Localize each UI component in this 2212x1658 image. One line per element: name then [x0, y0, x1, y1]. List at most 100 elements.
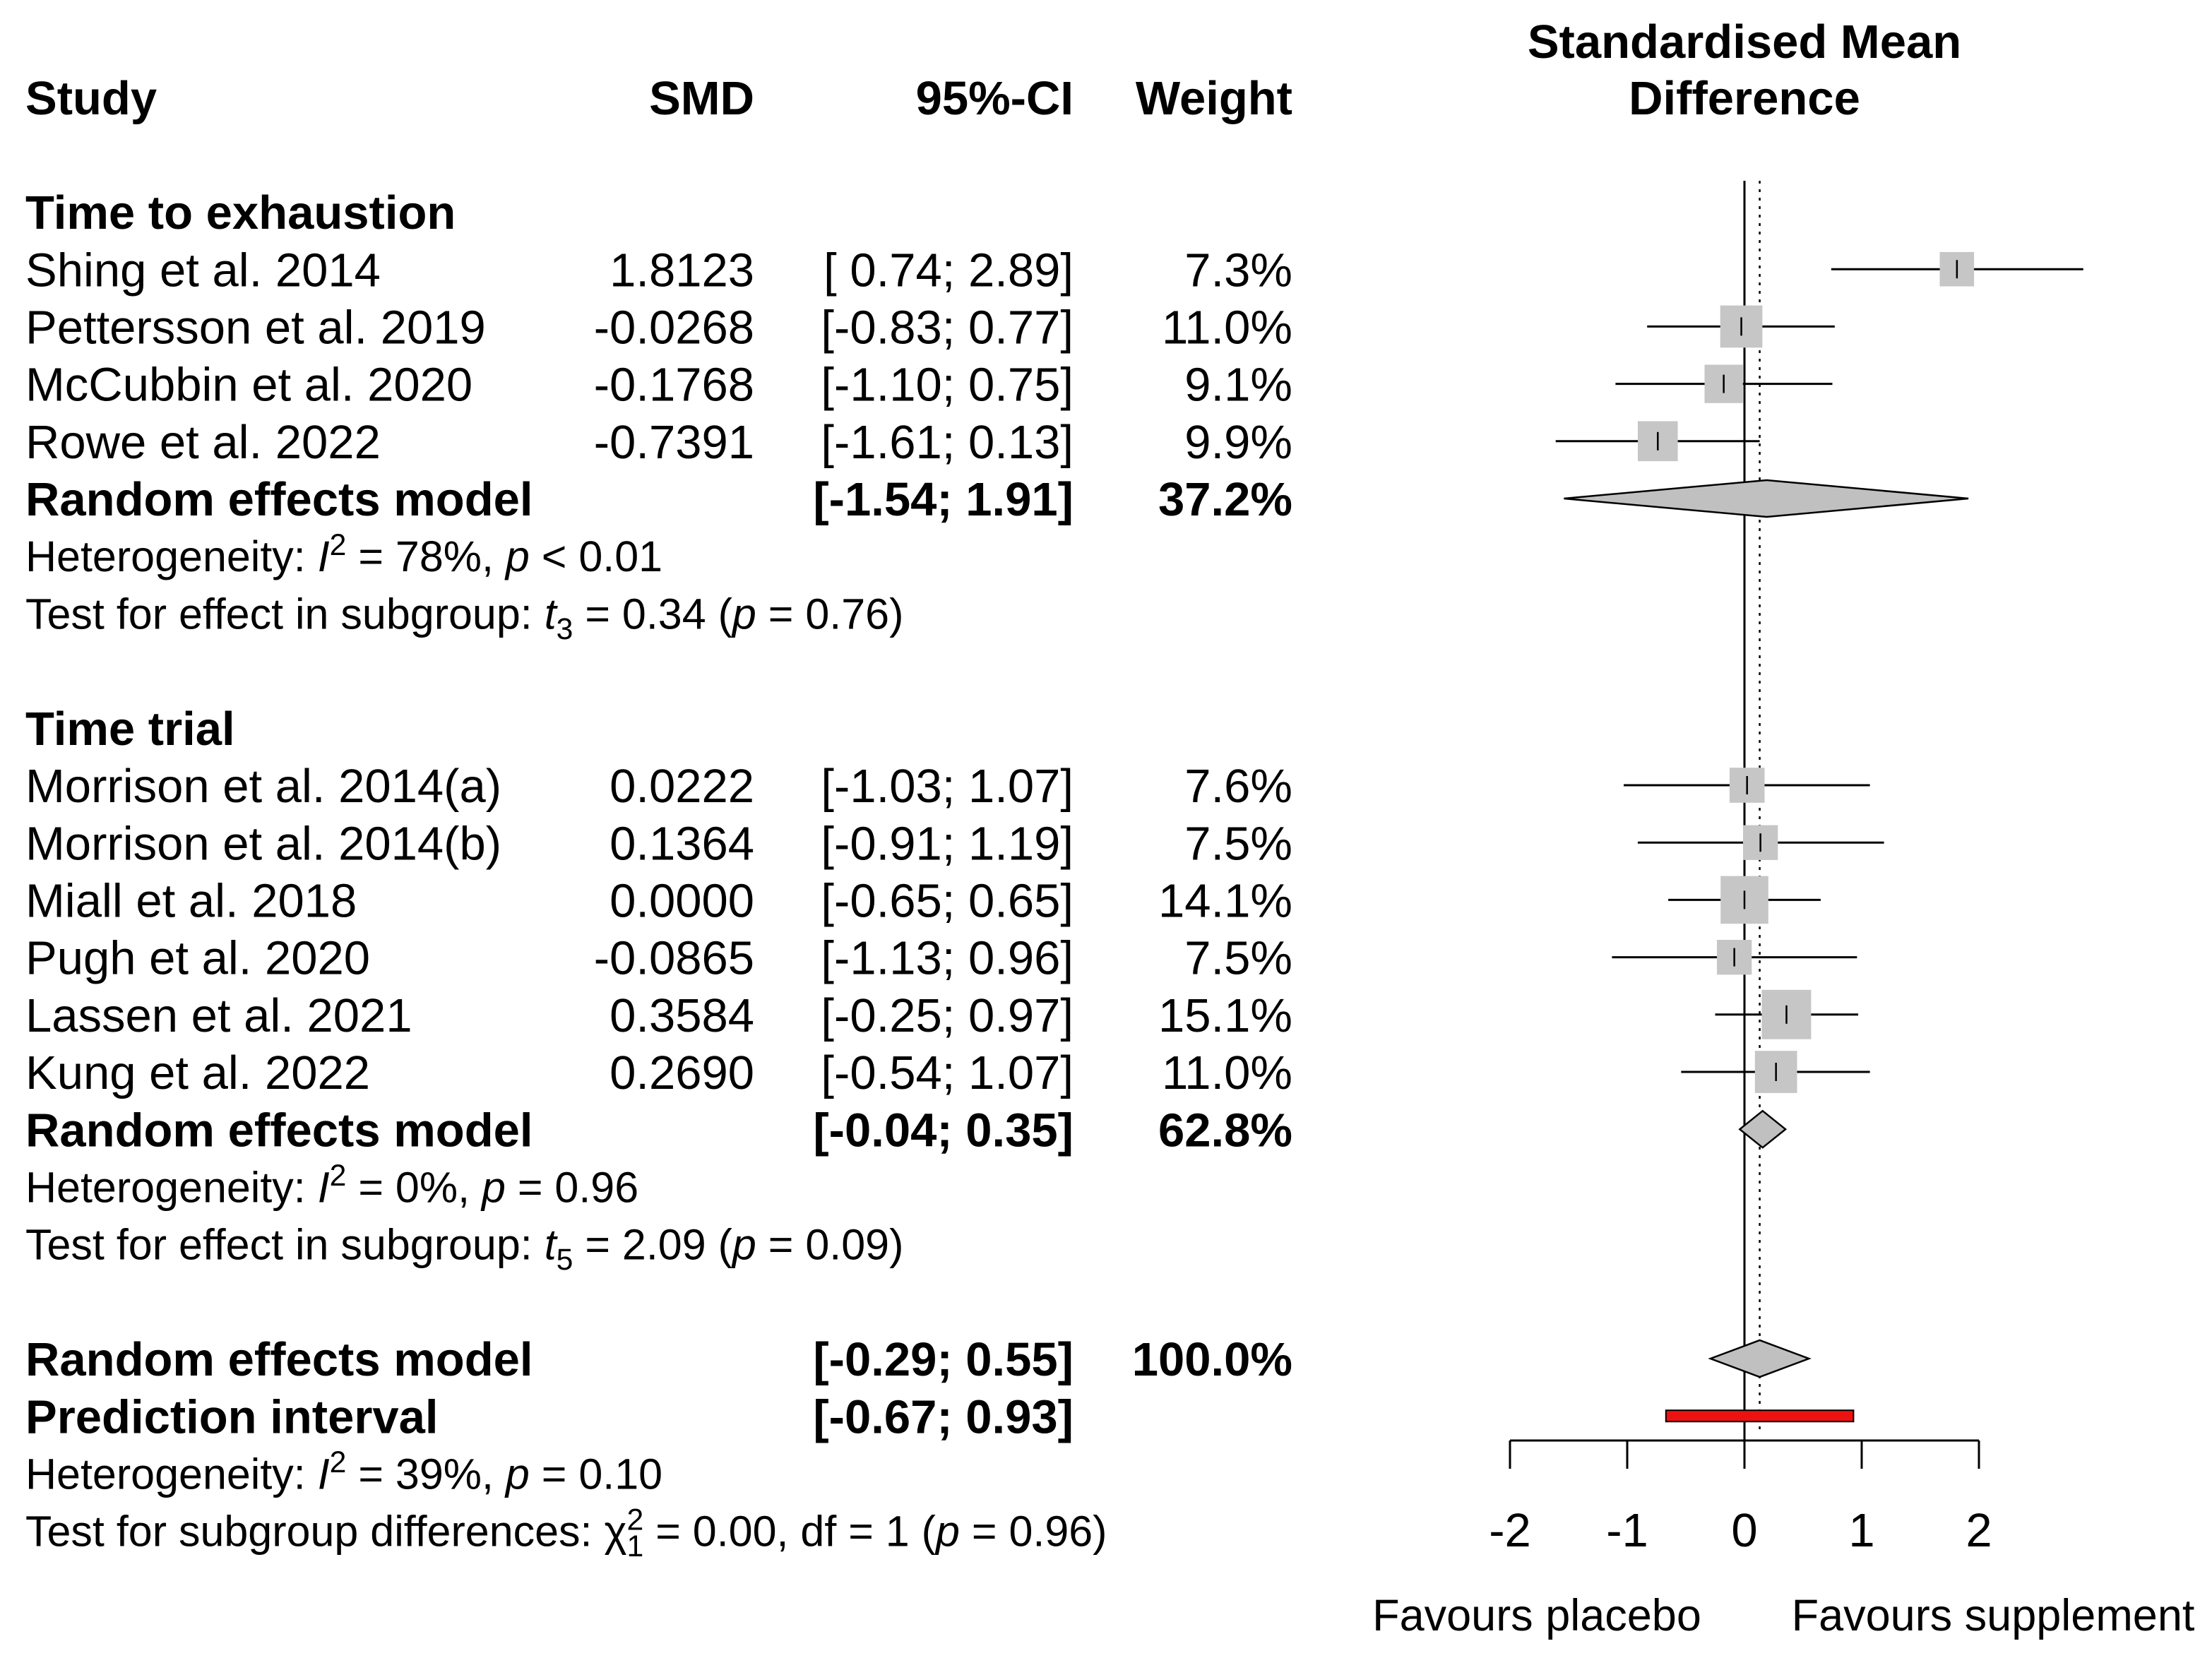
study-row: Rowe et al. 2022 -0.7391 [-1.61; 0.13] 9.9%	[25, 416, 1760, 469]
heterogeneity-text-segment: Heterogeneity:	[25, 1163, 318, 1211]
overall-effect-diamond	[1708, 1339, 1812, 1378]
heterogeneity-text: Heterogeneity: I2 = 0%, p = 0.96	[25, 1159, 638, 1211]
subgroup-effect-test-text-segment: p	[731, 1221, 756, 1269]
smd-value: 0.1364	[610, 817, 754, 870]
column-headers: Study SMD 95%-CI Weight Standardised Mea…	[25, 16, 1961, 125]
subgroup-title: Time trial	[25, 703, 235, 756]
subgroup-effect-test-text-segment: = 2.09 (	[573, 1221, 732, 1269]
ci-value: [-0.83; 0.77]	[821, 302, 1074, 354]
ci-value: [-1.10; 0.75]	[821, 359, 1074, 412]
subgroup-model-row: Random effects model [-1.54; 1.91] 37.2%	[25, 473, 1969, 526]
heterogeneity-text-segment: 2	[330, 1159, 347, 1193]
overall-heterogeneity-text-segment: = 0.10	[530, 1450, 662, 1498]
heterogeneity-text-segment: 2	[330, 528, 347, 562]
subgroup-differences-test-text-segment: χ	[604, 1508, 626, 1556]
subgroup-effect-test-text: Test for effect in subgroup: t3 = 0.34 (…	[25, 590, 903, 646]
study-row: Miall et al. 2018 0.0000 [-0.65; 0.65] 14.1…	[25, 875, 1821, 928]
study-name: Shing et al. 2014	[25, 244, 381, 297]
smd-value: -0.0268	[594, 302, 754, 354]
heterogeneity-text-segment: = 0.96	[506, 1163, 638, 1211]
study-name: Morrison et al. 2014(b)	[25, 817, 501, 870]
subgroup-effect-test-text-segment: Test for effect in subgroup:	[25, 1221, 545, 1269]
smd-value: -0.1768	[594, 359, 754, 412]
x-axis-tick-label: 1	[1848, 1504, 1874, 1557]
subgroup-differences-test-text-segment: p	[934, 1508, 960, 1556]
smd-value: 0.0000	[610, 875, 754, 928]
subgroup-differences-test-text-segment: = 0.00, df = 1 (	[643, 1508, 936, 1556]
subgroup-effect-test-text-segment: = 0.34 (	[573, 590, 732, 638]
ci-value: [-0.65; 0.65]	[821, 875, 1074, 928]
reference-lines-and-axis: -2 -1 0 1 2	[1489, 181, 1992, 1557]
weight-value: 11.0%	[1162, 1046, 1292, 1099]
subgroup-differences-test-text-segment: 2	[626, 1503, 643, 1537]
model-weight: 37.2%	[1158, 473, 1292, 526]
smd-value: 0.2690	[610, 1046, 754, 1099]
prediction-interval-ci: [-0.67; 0.93]	[813, 1390, 1074, 1443]
column-header-study: Study	[25, 72, 157, 125]
model-label: Random effects model	[25, 473, 533, 526]
study-row: Lassen et al. 2021 0.3584 [-0.25; 0.97] 15.…	[25, 989, 1859, 1042]
column-header-ci: 95%-CI	[916, 72, 1074, 125]
overall-model-weight: 100.0%	[1132, 1333, 1292, 1386]
study-row: Morrison et al. 2014(b) 0.1364 [-0.91; 1.1…	[25, 817, 1884, 870]
x-axis-tick-label: -2	[1489, 1504, 1531, 1557]
weight-value: 7.3%	[1184, 244, 1292, 297]
ci-value: [-0.91; 1.19]	[821, 817, 1074, 870]
subgroup-effect-test-text-segment: = 0.76)	[756, 590, 904, 638]
subgroup-effect-test-text: Test for effect in subgroup: t5 = 2.09 (…	[25, 1221, 903, 1277]
column-header-smd: SMD	[649, 72, 754, 125]
study-name: Pettersson et al. 2019	[25, 302, 486, 354]
overall-summary: Random effects model [-0.29; 0.55] 100.0% P…	[25, 1333, 1855, 1563]
subgroup-differences-test-text-segment: 1	[627, 1529, 644, 1563]
ci-value: [ 0.74; 2.89]	[823, 244, 1074, 297]
column-header-weight: Weight	[1136, 72, 1292, 125]
prediction-interval-bar	[1665, 1409, 1855, 1423]
heterogeneity-text: Heterogeneity: I2 = 78%, p < 0.01	[25, 528, 662, 580]
subgroup-differences-test-text-segment: Test for subgroup differences:	[25, 1508, 604, 1556]
smd-value: 1.8123	[610, 244, 754, 297]
heterogeneity-text-segment: p	[504, 532, 530, 580]
study-row: Shing et al. 2014 1.8123 [ 0.74; 2.89] 7.3%	[25, 244, 2083, 297]
overall-heterogeneity-text: Heterogeneity: I2 = 39%, p = 0.10	[25, 1445, 662, 1498]
heterogeneity-text-segment: = 0%,	[346, 1163, 482, 1211]
pooled-effect-diamond	[1738, 1109, 1788, 1149]
subgroup-effect-test-text-segment: 3	[557, 612, 573, 646]
weight-value: 11.0%	[1162, 302, 1292, 354]
subgroup-effect-test-text-segment: p	[731, 590, 756, 638]
model-label: Random effects model	[25, 1104, 533, 1157]
plot-title-line-1: Standardised Mean	[1528, 16, 1961, 68]
heterogeneity-text-segment: I	[318, 1163, 330, 1211]
model-weight: 62.8%	[1158, 1104, 1292, 1157]
weight-value: 9.1%	[1184, 359, 1292, 412]
model-ci: [-1.54; 1.91]	[813, 473, 1074, 526]
overall-heterogeneity-text-segment: I	[318, 1450, 330, 1498]
subgroup-model-row: Random effects model [-0.04; 0.35] 62.8%	[25, 1104, 1788, 1157]
subgroup-effect-test-text-segment: t	[545, 590, 559, 638]
weight-value: 15.1%	[1158, 989, 1292, 1042]
study-name: Kung et al. 2022	[25, 1046, 370, 1099]
pooled-effect-diamond	[1564, 479, 1969, 518]
study-name: Rowe et al. 2022	[25, 416, 381, 469]
subgroup-effect-test-text-segment: Test for effect in subgroup:	[25, 590, 545, 638]
weight-value: 9.9%	[1184, 416, 1292, 469]
x-label-favours-placebo: Favours placebo	[1372, 1591, 1701, 1640]
ci-value: [-1.13; 0.96]	[821, 932, 1074, 985]
smd-value: 0.0222	[610, 760, 754, 813]
weight-value: 14.1%	[1158, 875, 1292, 928]
study-row: Pettersson et al. 2019 -0.0268 [-0.83; 0.7…	[25, 302, 1835, 354]
overall-heterogeneity-text-segment: p	[504, 1450, 530, 1498]
overall-model-ci: [-0.29; 0.55]	[813, 1333, 1074, 1386]
study-name: McCubbin et al. 2020	[25, 359, 472, 412]
smd-value: -0.7391	[594, 416, 754, 469]
x-axis-labels: Favours placebo Favours supplement	[1372, 1591, 2195, 1640]
ci-value: [-1.61; 0.13]	[821, 416, 1074, 469]
ci-value: [-0.54; 1.07]	[821, 1046, 1074, 1099]
subgroup-title: Time to exhaustion	[25, 186, 456, 239]
subgroup-effect-test-text-segment: t	[545, 1221, 559, 1269]
weight-value: 7.5%	[1184, 932, 1292, 985]
prediction-interval-label: Prediction interval	[25, 1390, 439, 1443]
